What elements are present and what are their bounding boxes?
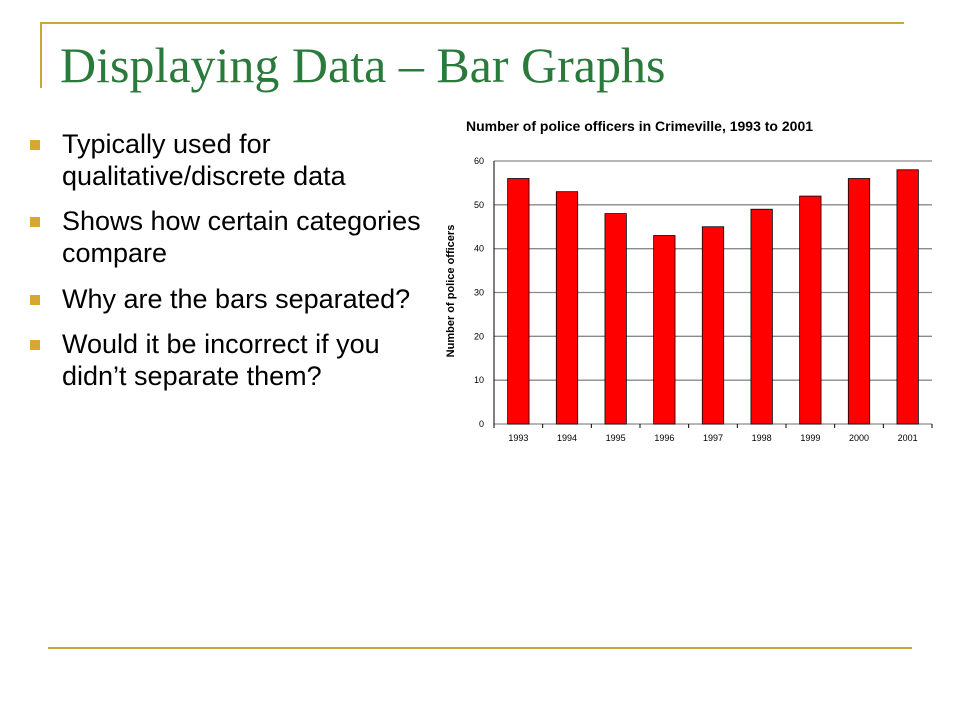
- bar: [604, 213, 627, 425]
- square-bullet-icon: [30, 140, 40, 150]
- x-tick-label: 2000: [849, 433, 869, 443]
- x-tick-label: 1999: [800, 433, 820, 443]
- bullet-item: Typically used for qualitative/discrete …: [28, 128, 438, 192]
- bar: [555, 191, 579, 425]
- x-tick-label: 1993: [508, 433, 528, 443]
- y-tick-label: 50: [474, 200, 484, 210]
- bullet-text: Why are the bars separated?: [62, 283, 411, 314]
- square-bullet-icon: [30, 217, 40, 228]
- x-tick-label: 1997: [703, 433, 723, 443]
- x-tick-label: 1995: [606, 433, 626, 443]
- bullet-list: Typically used for qualitative/discrete …: [28, 128, 438, 405]
- bar: [750, 208, 773, 425]
- left-rule: [40, 22, 42, 88]
- slide-title: Displaying Data – Bar Graphs: [60, 37, 666, 93]
- bullet-item: Would it be incorrect if you didn’t sepa…: [28, 328, 438, 392]
- y-axis-label: Number of police officers: [445, 225, 457, 358]
- bullet-item: Shows how certain categories compare: [28, 205, 438, 269]
- bar: [507, 178, 530, 425]
- bottom-rule: [48, 647, 912, 649]
- y-tick-label: 20: [474, 331, 484, 341]
- bullet-text: Shows how certain categories compare: [62, 206, 421, 269]
- chart-title: Number of police officers in Crimeville,…: [466, 118, 814, 134]
- y-tick-label: 30: [474, 288, 484, 298]
- bar: [701, 226, 725, 425]
- bullet-text: Would it be incorrect if you didn’t sepa…: [62, 328, 380, 391]
- y-tick-label: 10: [474, 375, 484, 385]
- bar: [847, 178, 871, 425]
- square-bullet-icon: [30, 294, 40, 305]
- bar-chart: Number of police officers 0 10 20 30 40 50 60 1…: [445, 156, 933, 443]
- y-tick-label: 0: [479, 419, 484, 429]
- bar: [896, 169, 919, 425]
- bullet-item: Why are the bars separated?: [28, 283, 438, 315]
- y-tick-label: 40: [474, 244, 484, 254]
- top-rule: [40, 22, 904, 24]
- bullet-text: Typically used for qualitative/discrete …: [62, 129, 346, 192]
- y-tick-label: 60: [474, 156, 484, 166]
- bar: [653, 235, 676, 425]
- x-tick-label: 1996: [654, 433, 674, 443]
- x-tick-label: 2001: [898, 433, 918, 443]
- x-tick-label: 1994: [557, 433, 577, 443]
- bar: [799, 195, 822, 425]
- x-tick-label: 1998: [752, 433, 772, 443]
- square-bullet-icon: [30, 339, 40, 350]
